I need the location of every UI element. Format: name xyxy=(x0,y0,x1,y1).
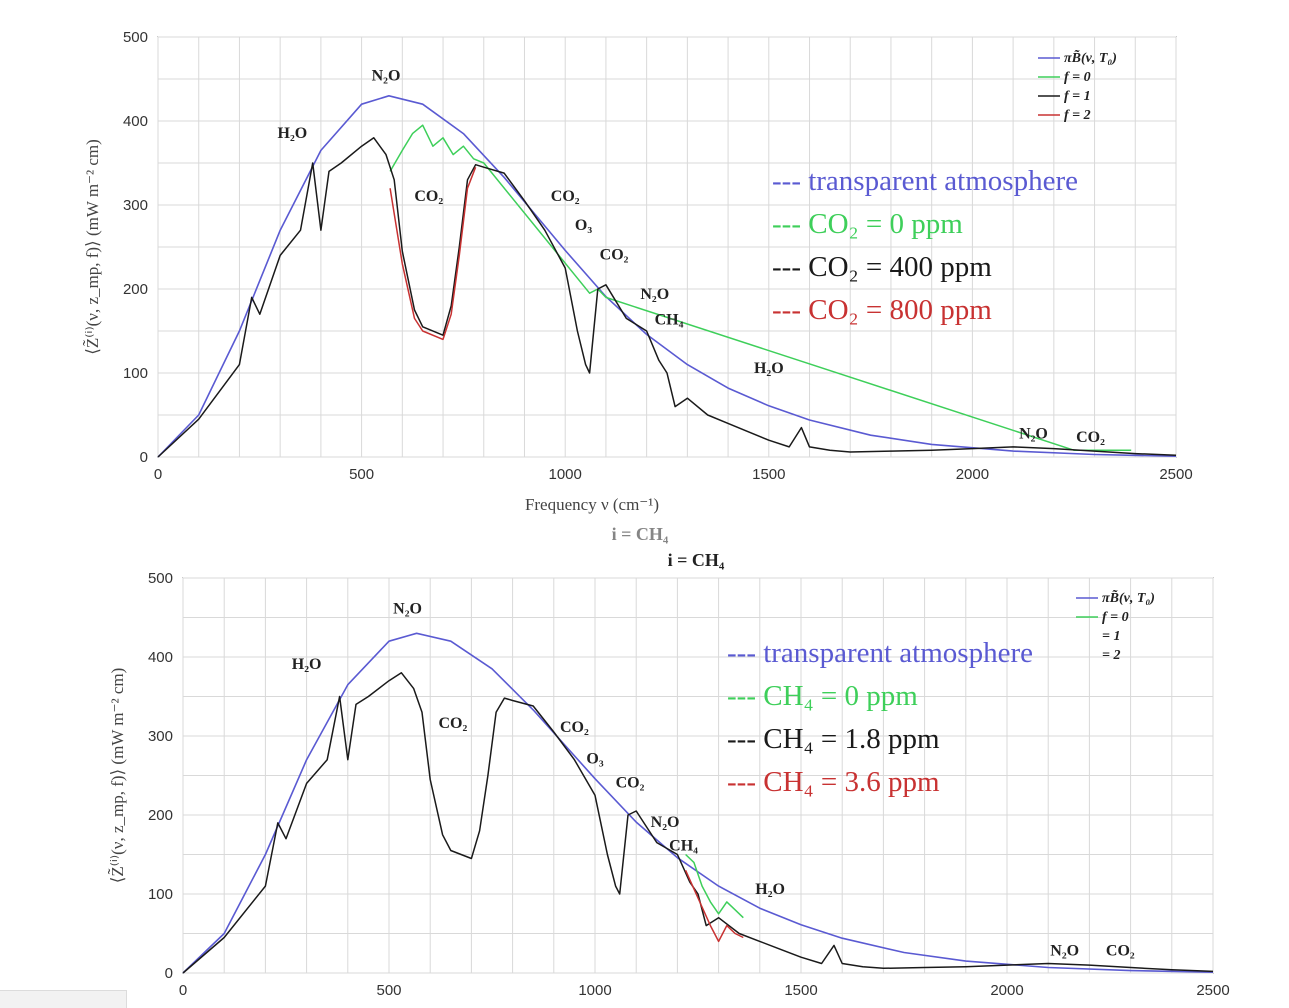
big-legend-entry: --- transparent atmosphere xyxy=(727,637,1033,669)
molecule-annotation: CO₂ xyxy=(600,247,629,264)
y-tick-label: 0 xyxy=(140,449,148,466)
molecule-annotation: H₂O xyxy=(292,656,322,673)
legend-entry: f = 0 xyxy=(1064,70,1091,85)
molecule-annotation: CO₂ xyxy=(616,774,645,791)
panel-title: i = CH₄ xyxy=(668,550,725,570)
y-tick-label: 500 xyxy=(123,29,148,46)
molecule-annotation: CH₄ xyxy=(669,838,698,855)
series-line-blackbody xyxy=(157,95,1177,458)
molecule-annotation: CO₂ xyxy=(414,188,443,205)
molecule-annotation: CH₄ xyxy=(655,311,684,328)
big-legend-entry: --- CO₂ = 800 ppm xyxy=(772,294,992,326)
x-tick-label: 1500 xyxy=(784,982,817,999)
molecule-annotation: O₃ xyxy=(575,217,592,234)
molecule-annotation: CO₂ xyxy=(560,719,589,736)
molecule-annotation: O₃ xyxy=(586,751,603,768)
legend-entry: πB̃(ν, T₀) xyxy=(1102,588,1155,606)
x-tick-label: 2500 xyxy=(1159,466,1192,483)
molecule-annotation: N₂O xyxy=(372,68,401,85)
y-axis-label: ⟨Z̃⁽ⁱ⁾(ν, z_mp, f)⟩ (mW m⁻² cm) xyxy=(108,668,127,884)
big-legend-entry: --- CO₂ = 400 ppm xyxy=(772,251,992,283)
series-line-f2 xyxy=(684,869,744,943)
legend-entry: = 1 xyxy=(1102,629,1120,644)
big-legend-entry: --- CH₄ = 1.8 ppm xyxy=(727,723,940,755)
y-tick-label: 200 xyxy=(123,281,148,298)
y-tick-label: 200 xyxy=(148,807,173,824)
legend-entry: f = 1 xyxy=(1064,89,1091,104)
series-line-f0 xyxy=(685,853,744,919)
series-line-f1 xyxy=(182,672,1214,974)
x-tick-label: 500 xyxy=(376,982,401,999)
molecule-annotation: N₂O xyxy=(640,286,669,303)
y-tick-label: 100 xyxy=(123,365,148,382)
series-line-f2 xyxy=(389,166,477,341)
x-tick-label: 1000 xyxy=(549,466,582,483)
molecule-annotation: CO₂ xyxy=(1076,429,1105,446)
legend-entry: πB̃(ν, T₀) xyxy=(1064,48,1117,66)
series-line-f1 xyxy=(157,137,1177,458)
x-tick-label: 500 xyxy=(349,466,374,483)
y-tick-label: 300 xyxy=(123,197,148,214)
x-tick-label: 2000 xyxy=(990,982,1023,999)
big-legend-entry: --- CH₄ = 0 ppm xyxy=(727,680,918,712)
y-tick-label: 100 xyxy=(148,886,173,903)
molecule-annotation: H₂O xyxy=(754,360,784,377)
y-tick-label: 500 xyxy=(148,570,173,587)
series-line-blackbody xyxy=(182,632,1214,974)
x-tick-label: 0 xyxy=(179,982,187,999)
molecule-annotation: CO₂ xyxy=(438,715,467,732)
chart-panel-bottom: 0 500 1000 1500 2000 2500 0 100 200 300 400 500 ⟨Z̃⁽… xyxy=(108,550,1230,999)
big-legend-entry: --- CO₂ = 0 ppm xyxy=(772,208,963,240)
molecule-annotation: CO₂ xyxy=(551,188,580,205)
legend-entry: f = 0 xyxy=(1102,610,1129,625)
y-tick-label: 400 xyxy=(123,113,148,130)
molecule-annotation: CO₂ xyxy=(1106,943,1135,960)
x-axis-label: Frequency ν (cm⁻¹) xyxy=(525,495,659,514)
molecule-annotation: H₂O xyxy=(278,125,308,142)
molecule-annotation: N₂O xyxy=(651,814,680,831)
molecule-annotation: H₂O xyxy=(755,881,785,898)
big-legend-entry: --- CH₄ = 3.6 ppm xyxy=(727,766,940,798)
molecule-annotation: N₂O xyxy=(1019,426,1048,443)
x-tick-label: 2500 xyxy=(1196,982,1229,999)
panel-caption: i = CH₄ xyxy=(612,524,669,544)
molecule-annotation: N₂O xyxy=(1050,943,1079,960)
x-tick-label: 1000 xyxy=(578,982,611,999)
y-tick-label: 300 xyxy=(148,728,173,745)
chart-panel-top: 0 500 1000 1500 2000 2500 0 100 200 300 400 500 Freq… xyxy=(83,29,1193,544)
y-axis-label: ⟨Z̃⁽ⁱ⁾(ν, z_mp, f)⟩ (mW m⁻² cm) xyxy=(83,139,102,355)
x-tick-label: 2000 xyxy=(956,466,989,483)
legend-entry: f = 2 xyxy=(1064,108,1091,123)
legend-entry: = 2 xyxy=(1102,648,1120,663)
corner-overlay xyxy=(0,990,127,1008)
y-tick-label: 0 xyxy=(165,965,173,982)
y-tick-label: 400 xyxy=(148,649,173,666)
molecule-annotation: N₂O xyxy=(393,601,422,618)
x-tick-label: 1500 xyxy=(752,466,785,483)
big-legend-entry: --- transparent atmosphere xyxy=(772,165,1078,197)
x-tick-label: 0 xyxy=(154,466,162,483)
